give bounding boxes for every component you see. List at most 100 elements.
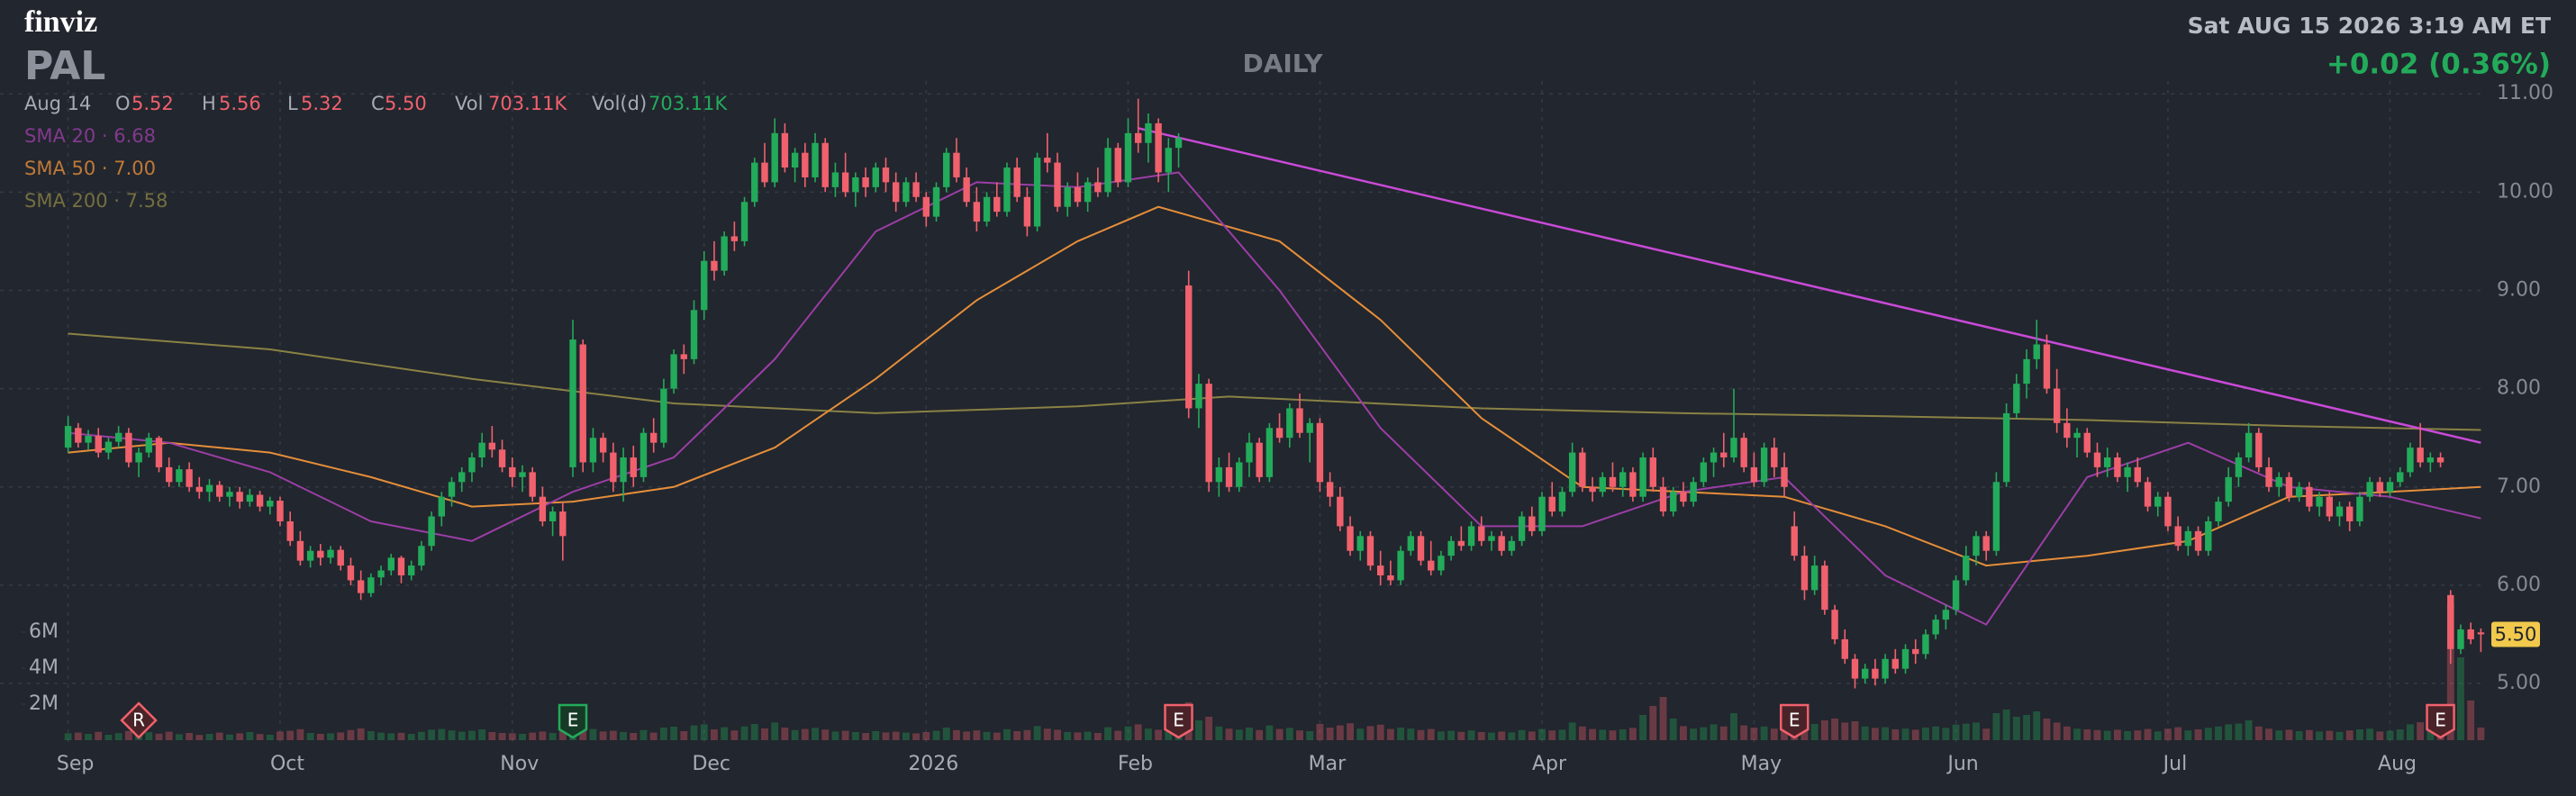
volume-bar (2174, 727, 2182, 740)
volume-bar (2083, 729, 2091, 740)
volume-bar (2426, 728, 2435, 740)
volume-bar (1114, 730, 1122, 740)
candle-body (1872, 668, 1879, 679)
volume-bar (458, 731, 466, 740)
volume-bar (1013, 731, 1021, 740)
candle-body (2376, 482, 2384, 493)
volume-bar (1477, 732, 1485, 740)
candle-body (2053, 388, 2061, 423)
x-tick-label: Apr (1532, 753, 1567, 775)
candle-body (1044, 158, 1051, 163)
candle-body (882, 167, 890, 183)
volume-bar (2235, 723, 2243, 740)
candle-body (2467, 629, 2474, 639)
volume-bar (1296, 730, 1303, 740)
event-label: E (567, 710, 579, 731)
candle-body (812, 142, 819, 177)
volume-bar (2154, 731, 2162, 740)
candle-body (2457, 629, 2464, 649)
x-tick-label: 2026 (908, 753, 958, 775)
volume-bar (1700, 727, 1708, 740)
candle-body (1922, 634, 1929, 655)
candle-body (2386, 482, 2394, 493)
volume-bar (2113, 729, 2121, 740)
volume-bar (1447, 730, 1456, 740)
event-marker[interactable]: E (1779, 703, 1810, 739)
candle-body (387, 557, 395, 571)
volume-bar (630, 733, 638, 740)
candle-body (519, 472, 526, 477)
volume-bar (1347, 723, 1354, 740)
logo[interactable]: finviz (24, 5, 97, 39)
volume-bar (155, 733, 163, 740)
volume-bar (316, 734, 324, 740)
candle-body (1498, 536, 1505, 551)
volume-bar (1386, 728, 1394, 740)
candle-body (2002, 412, 2010, 483)
volume-bar (1518, 729, 1526, 740)
candle-body (599, 438, 607, 453)
candle-body (428, 516, 435, 547)
candle-body (610, 452, 617, 483)
volume-bar (1639, 715, 1647, 740)
candle-body (2093, 452, 2101, 467)
volume-bar (599, 731, 607, 740)
volume-bar (1093, 733, 1102, 740)
candle-body (1316, 422, 1324, 483)
candle-body (539, 496, 547, 521)
candle-body (740, 202, 748, 241)
volume-bar (2093, 729, 2101, 740)
quote-value: 5.50 (385, 93, 427, 114)
volume-bar (2225, 724, 2233, 740)
candle-body (2144, 482, 2152, 507)
candle-body (1356, 536, 1364, 551)
quote-label: L (287, 93, 298, 114)
candle-body (2417, 448, 2424, 463)
volume-bar (1457, 731, 1465, 740)
candle-body (85, 436, 92, 443)
volume-bar (2376, 731, 2384, 740)
candle-body (1680, 492, 1687, 502)
volume-bar (2012, 717, 2020, 740)
volume-bar (1256, 729, 1264, 740)
candle-body (649, 432, 658, 443)
candle-body (337, 549, 344, 566)
candle-body (2326, 496, 2333, 517)
volume-bar (1074, 732, 1082, 740)
volume-bar (922, 732, 930, 740)
volume-bar (1326, 728, 1334, 740)
candle-body (1791, 526, 1798, 556)
candle-body (680, 354, 688, 359)
event-marker[interactable]: R (120, 701, 158, 739)
candle-body (2275, 476, 2282, 487)
volume-bar (377, 732, 385, 740)
volume-bar (1891, 729, 1900, 740)
candle-body (327, 549, 334, 558)
volume-bar (771, 722, 779, 740)
candle-body (2184, 530, 2192, 547)
volume-bar (1528, 731, 1536, 740)
candle-body (1175, 138, 1183, 149)
y-tick-label: 5.00 (2497, 672, 2541, 694)
volume-bar (2002, 710, 2010, 740)
candle-body (1124, 132, 1132, 183)
event-marker[interactable]: E (1164, 703, 1193, 739)
volume-bar (2254, 726, 2263, 740)
candle-body (821, 142, 829, 187)
candle-body (1165, 148, 1173, 173)
candle-body (2366, 482, 2373, 497)
volume-bar (1265, 725, 1274, 740)
event-marker[interactable]: E (558, 703, 588, 739)
volume-bar (2326, 730, 2334, 740)
volume-bar (1498, 731, 1506, 740)
event-marker[interactable]: E (2426, 703, 2455, 739)
candle-body (660, 388, 667, 443)
candle-body (1528, 516, 1536, 531)
candle-body (468, 457, 476, 473)
volume-bar (1205, 717, 1213, 740)
volume-bar (1336, 725, 1344, 740)
candle-body (1619, 472, 1627, 487)
volume-bar (902, 732, 910, 740)
volume-bar (124, 730, 132, 740)
